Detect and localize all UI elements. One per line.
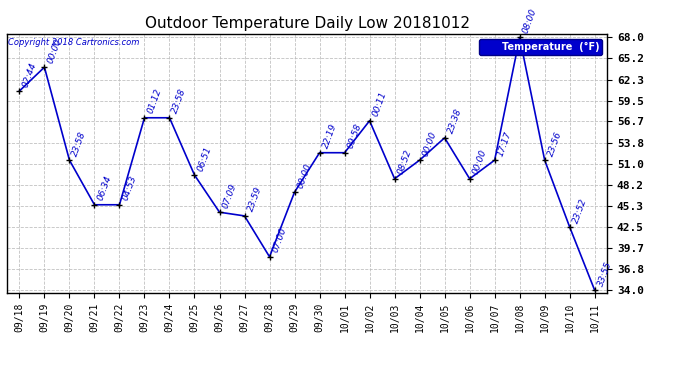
Text: 23:58: 23:58 xyxy=(171,87,188,115)
Text: 04:53: 04:53 xyxy=(121,174,138,202)
Text: 00:00: 00:00 xyxy=(296,162,313,189)
Text: 23:58: 23:58 xyxy=(71,130,88,158)
Text: 23:56: 23:56 xyxy=(546,130,564,158)
Text: 07:00: 07:00 xyxy=(271,226,288,254)
Text: Copyright 2018 Cartronics.com: Copyright 2018 Cartronics.com xyxy=(8,38,139,46)
Text: 06:34: 06:34 xyxy=(96,174,113,202)
Legend: Temperature  (°F): Temperature (°F) xyxy=(480,39,602,54)
Text: 08:00: 08:00 xyxy=(521,7,538,35)
Text: 22:19: 22:19 xyxy=(321,122,338,150)
Text: 23:38: 23:38 xyxy=(446,108,464,135)
Text: 00:00: 00:00 xyxy=(421,130,438,158)
Text: 01:12: 01:12 xyxy=(146,87,164,115)
Text: 00:00: 00:00 xyxy=(471,148,489,176)
Title: Outdoor Temperature Daily Low 20181012: Outdoor Temperature Daily Low 20181012 xyxy=(144,16,470,31)
Text: 23:59: 23:59 xyxy=(246,186,264,213)
Text: 06:51: 06:51 xyxy=(196,145,213,172)
Text: 09:58: 09:58 xyxy=(346,122,364,150)
Text: 00:00: 00:00 xyxy=(46,37,63,64)
Text: 07:09: 07:09 xyxy=(221,182,238,209)
Text: 00:11: 00:11 xyxy=(371,90,388,118)
Text: 23:52: 23:52 xyxy=(571,197,589,224)
Text: 02:44: 02:44 xyxy=(21,61,38,88)
Text: 17:17: 17:17 xyxy=(496,130,513,158)
Text: 08:52: 08:52 xyxy=(396,148,413,176)
Text: 33:55: 33:55 xyxy=(596,260,613,288)
